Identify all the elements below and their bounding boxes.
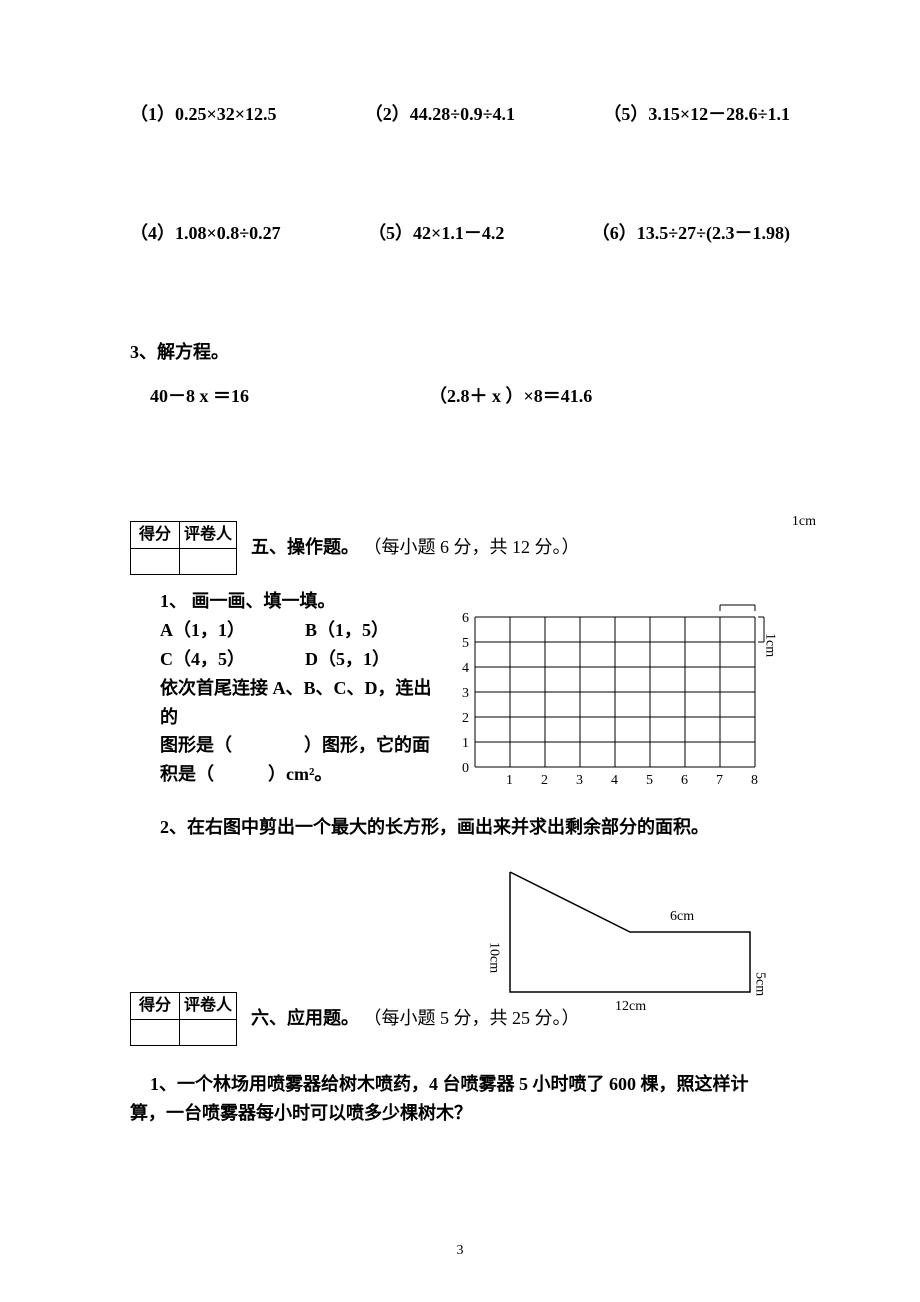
section5-header: 得分 评卷人 五、操作题。 （每小题 6 分，共 12 分。） 1cm <box>130 521 790 575</box>
coordinate-grid: 1cm 0 1 2 3 4 5 6 1 2 3 4 5 6 7 8 <box>450 587 790 801</box>
svg-text:5cm: 5cm <box>753 972 768 996</box>
section6-points: （每小题 5 分，共 25 分。） <box>364 1008 580 1028</box>
q1-text1: 依次首尾连接 A、B、C、D，连出的 <box>160 674 432 732</box>
calc-5a: （5）3.15×12－28.6÷1.1 <box>603 100 790 129</box>
point-c: C（4，5） <box>160 645 245 674</box>
grader-label-6: 评卷人 <box>180 992 237 1019</box>
calc-2: （2）44.28÷0.9÷4.1 <box>365 100 515 129</box>
calc-row-1: （1）0.25×32×12.5 （2）44.28÷0.9÷4.1 （5）3.15… <box>130 100 790 129</box>
svg-text:4: 4 <box>462 661 469 676</box>
svg-text:1cm: 1cm <box>763 633 778 657</box>
s6-q1-line2: 算，一台喷雾器每小时可以喷多少棵树木？ <box>130 1099 790 1128</box>
svg-text:12cm: 12cm <box>615 999 646 1012</box>
svg-text:3: 3 <box>462 686 469 701</box>
svg-text:7: 7 <box>716 773 723 788</box>
point-d: D（5，1） <box>305 645 390 674</box>
svg-text:2: 2 <box>541 773 548 788</box>
score-label-6: 得分 <box>131 992 180 1019</box>
q1-text2: 图形是（ ）图形，它的面 <box>160 731 432 760</box>
point-a: A（1，1） <box>160 616 245 645</box>
calc-1: （1）0.25×32×12.5 <box>130 100 277 129</box>
equation-2: （2.8＋ x ）×8＝41.6 <box>429 382 592 411</box>
svg-text:1: 1 <box>506 773 513 788</box>
grader-empty-6 <box>180 1019 237 1046</box>
calc-5b: （5）42×1.1－4.2 <box>368 219 504 248</box>
section6-title: 六、应用题。 <box>251 1008 359 1028</box>
equation-1: 40－8 x ＝16 <box>150 382 249 411</box>
svg-text:8: 8 <box>751 773 758 788</box>
score-empty <box>131 548 180 575</box>
svg-text:6: 6 <box>462 611 469 626</box>
section5-points: （每小题 6 分，共 12 分。） <box>364 537 580 557</box>
score-empty-6 <box>131 1019 180 1046</box>
grader-label: 评卷人 <box>180 522 237 549</box>
score-table-5: 得分 评卷人 <box>130 521 237 575</box>
score-label: 得分 <box>131 522 180 549</box>
svg-text:1: 1 <box>462 736 469 751</box>
calc-6: （6）13.5÷27÷(2.3－1.98) <box>592 219 790 248</box>
score-table-6: 得分 评卷人 <box>130 992 237 1046</box>
section3-title: 3、解方程。 <box>130 338 790 367</box>
svg-text:3: 3 <box>576 773 583 788</box>
section5-title-row: 五、操作题。 （每小题 6 分，共 12 分。） <box>251 533 580 562</box>
calc-4: （4）1.08×0.8÷0.27 <box>130 219 281 248</box>
svg-text:10cm: 10cm <box>487 942 502 973</box>
s6-q1-line1: 1、一个林场用喷雾器给树木喷药，4 台喷雾器 5 小时喷了 600 棵，照这样计 <box>130 1070 790 1099</box>
calc-row-2: （4）1.08×0.8÷0.27 （5）42×1.1－4.2 （6）13.5÷2… <box>130 219 790 248</box>
grid-unit-x: 1cm <box>792 511 816 533</box>
svg-text:2: 2 <box>462 711 469 726</box>
svg-text:5: 5 <box>646 773 653 788</box>
point-b: B（1，5） <box>305 616 389 645</box>
section6-title-row: 六、应用题。 （每小题 5 分，共 25 分。） <box>251 1004 580 1033</box>
page-number: 3 <box>0 1240 920 1262</box>
q1-line1: 1、 画一画、填一填。 <box>160 587 432 616</box>
section5-title: 五、操作题。 <box>251 537 359 557</box>
q2-text: 2、在右图中剪出一个最大的长方形，画出来并求出剩余部分的面积。 <box>130 813 790 842</box>
trapezoid-figure: 10cm 6cm 5cm 12cm <box>130 852 790 1012</box>
svg-text:0: 0 <box>462 761 469 776</box>
q1-block: 1、 画一画、填一填。 A（1，1） B（1，5） C（4，5） D（5，1） … <box>130 587 790 801</box>
q1-text3: 积是（ ）cm²。 <box>160 760 432 789</box>
svg-text:6: 6 <box>681 773 688 788</box>
svg-text:6cm: 6cm <box>670 909 694 924</box>
svg-text:5: 5 <box>462 636 469 651</box>
grader-empty <box>180 548 237 575</box>
svg-text:4: 4 <box>611 773 618 788</box>
